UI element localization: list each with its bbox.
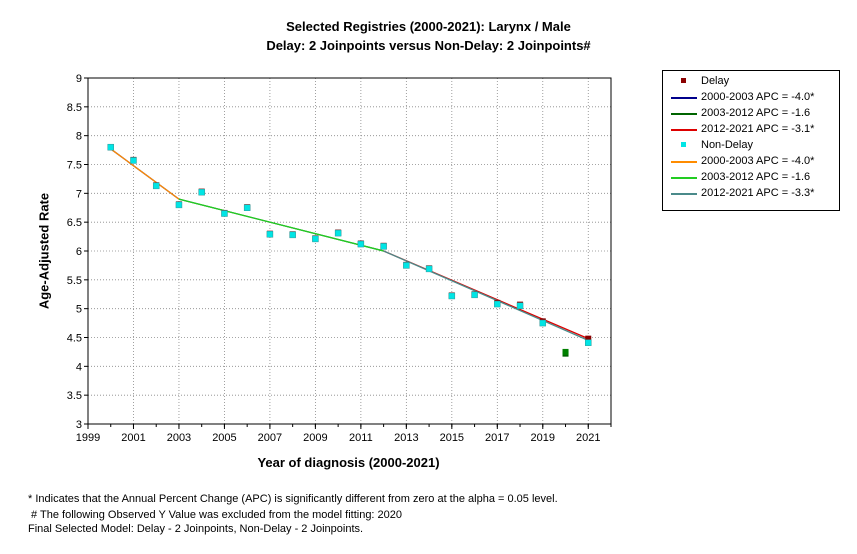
legend-item-delay: Delay <box>663 74 839 90</box>
x-tick-label: 2013 <box>394 432 418 444</box>
non-delay-point <box>471 291 478 299</box>
y-tick-label: 8 <box>76 131 82 143</box>
legend-swatch <box>671 129 697 131</box>
x-tick-label: 2021 <box>576 432 600 444</box>
non-delay-point <box>107 143 114 151</box>
footnote-final-model: Final Selected Model: Delay - 2 Joinpoin… <box>28 523 364 535</box>
y-tick-label: 5 <box>76 304 82 316</box>
footnote-significance: * Indicates that the Annual Percent Chan… <box>28 493 558 505</box>
legend-line-icon <box>671 186 697 202</box>
x-tick-label: 2007 <box>258 432 282 444</box>
non-delay-point <box>380 243 387 250</box>
non-delay-point <box>403 262 410 269</box>
non-delay-point <box>312 235 319 243</box>
legend-item-non-delay: Non-Delay <box>663 138 839 154</box>
legend-item-delay-seg2: 2003-2012 APC = -1.6 <box>663 106 839 122</box>
legend-marker-icon <box>671 138 697 154</box>
legend-line-icon <box>671 170 697 186</box>
legend-line-icon <box>671 154 697 170</box>
legend-label: 2000-2003 APC = -4.0* <box>701 91 815 103</box>
legend-swatch <box>671 113 697 115</box>
x-tick-label: 2003 <box>167 432 191 444</box>
footnote-excluded: # The following Observed Y Value was exc… <box>28 509 403 521</box>
non-delay-point <box>494 300 501 308</box>
legend-label: 2012-2021 APC = -3.3* <box>701 187 815 199</box>
x-tick-label: 2015 <box>440 432 464 444</box>
x-tick-label: 2009 <box>303 432 327 444</box>
legend-label: Delay <box>701 75 730 87</box>
legend-item-non-delay-seg3: 2012-2021 APC = -3.3* <box>663 186 839 202</box>
legend-swatch <box>671 193 697 195</box>
y-tick-label: 7.5 <box>67 160 82 172</box>
chart-title: Selected Registries (2000-2021): Larynx … <box>286 19 571 34</box>
y-tick-label: 9 <box>76 73 82 85</box>
x-tick-label: 2017 <box>485 432 509 444</box>
non-delay-point <box>198 188 205 196</box>
non-delay-point <box>539 319 547 327</box>
trend-segment <box>383 250 589 341</box>
y-tick-label: 4.5 <box>67 333 82 345</box>
trend-segment <box>178 198 384 252</box>
non-delay-point <box>289 231 296 239</box>
legend-item-delay-seg3: 2012-2021 APC = -3.1* <box>663 122 839 138</box>
delay-point <box>585 335 592 342</box>
legend-line-icon <box>671 106 697 122</box>
non-delay-point <box>243 204 251 211</box>
non-delay-point <box>175 201 183 209</box>
y-tick-label: 5.5 <box>67 275 82 287</box>
y-tick-label: 6 <box>76 246 82 258</box>
x-tick-label: 2019 <box>531 432 555 444</box>
legend-label: 2012-2021 APC = -3.1* <box>701 123 815 135</box>
legend-swatch <box>681 142 686 147</box>
y-tick-label: 4 <box>76 361 82 373</box>
x-axis-label: Year of diagnosis (2000-2021) <box>257 455 440 470</box>
non-delay-point <box>266 231 274 238</box>
legend-label: 2003-2012 APC = -1.6 <box>701 107 811 119</box>
non-delay-point <box>516 302 524 310</box>
y-axis-label: Age-Adjusted Rate <box>36 192 52 310</box>
legend-marker-icon <box>671 74 697 90</box>
non-delay-point <box>425 265 433 273</box>
excluded-point <box>562 348 569 355</box>
non-delay-point <box>152 182 160 190</box>
non-delay-point <box>334 229 342 237</box>
y-tick-label: 3.5 <box>67 390 82 402</box>
non-delay-point <box>585 339 592 346</box>
legend-label: 2000-2003 APC = -4.0* <box>701 155 815 167</box>
legend-item-non-delay-seg1: 2000-2003 APC = -4.0* <box>663 154 839 170</box>
x-tick-label: 2001 <box>121 432 145 444</box>
non-delay-point <box>221 210 228 217</box>
legend-label: 2003-2012 APC = -1.6 <box>701 171 811 183</box>
legend-line-icon <box>671 122 697 138</box>
non-delay-point <box>448 292 456 300</box>
trend-segment <box>110 148 180 200</box>
chart-subtitle: Delay: 2 Joinpoints versus Non-Delay: 2 … <box>266 38 591 53</box>
legend-swatch <box>671 97 697 99</box>
legend-item-non-delay-seg2: 2003-2012 APC = -1.6 <box>663 170 839 186</box>
y-tick-label: 6.5 <box>67 217 82 229</box>
y-tick-label: 3 <box>76 419 82 431</box>
legend: Delay 2000-2003 APC = -4.0* 2003-2012 AP… <box>662 70 840 211</box>
legend-swatch <box>671 161 697 163</box>
legend-line-icon <box>671 90 697 106</box>
legend-swatch <box>671 177 697 179</box>
non-delay-point <box>357 240 365 248</box>
legend-item-delay-seg1: 2000-2003 APC = -4.0* <box>663 90 839 106</box>
x-tick-label: 2005 <box>212 432 236 444</box>
legend-swatch <box>681 78 686 83</box>
x-tick-label: 2011 <box>349 432 373 444</box>
x-tick-label: 1999 <box>76 432 100 444</box>
legend-label: Non-Delay <box>701 139 753 151</box>
y-tick-label: 8.5 <box>67 102 82 114</box>
y-tick-label: 7 <box>76 188 82 200</box>
non-delay-point <box>130 157 137 164</box>
